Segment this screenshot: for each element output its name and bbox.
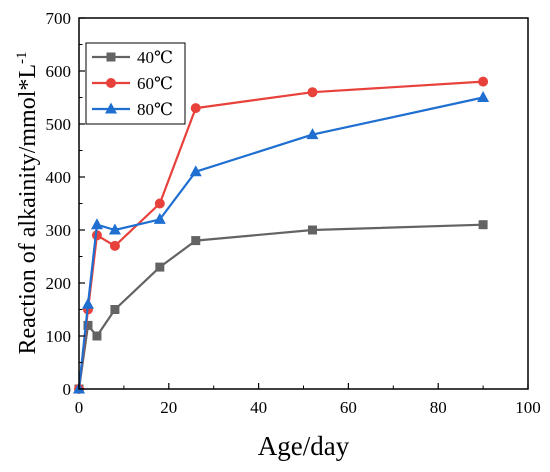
data-point	[477, 91, 490, 102]
x-tick-label: 40	[250, 398, 267, 417]
data-point	[155, 262, 165, 272]
y-tick-label: 400	[46, 168, 72, 187]
data-point	[109, 240, 120, 251]
series-line-2	[77, 80, 484, 390]
legend-label: 80℃	[137, 100, 173, 119]
data-point	[189, 165, 202, 177]
x-axis: 0 20 40 60 80 100	[75, 383, 541, 417]
y-axis: 0 100 200 300 400 500 600 700	[46, 9, 85, 399]
data-point	[154, 198, 165, 209]
y-tick-label: 700	[46, 9, 72, 28]
data-point	[190, 103, 201, 114]
x-tick-label: 80	[430, 398, 447, 417]
x-tick-label: 0	[75, 398, 84, 417]
data-point	[307, 225, 317, 235]
data-point	[90, 218, 103, 230]
x-tick-label: 60	[340, 398, 357, 417]
x-tick-label: 100	[515, 398, 541, 417]
legend-marker	[105, 102, 117, 114]
y-tick-label: 100	[46, 327, 72, 346]
legend-label: 40℃	[137, 48, 173, 67]
series-layer	[73, 76, 490, 394]
data-point	[83, 320, 93, 330]
y-tick-label: 300	[46, 221, 72, 240]
data-point	[108, 223, 121, 235]
series-line-3	[77, 96, 484, 390]
legend-label: 60℃	[137, 74, 173, 93]
legend: 40℃ 60℃ 80℃	[85, 42, 186, 125]
data-point	[478, 220, 488, 230]
data-point	[153, 212, 166, 224]
y-tick-label: 200	[46, 274, 72, 293]
legend-marker	[106, 78, 116, 88]
data-point	[92, 331, 102, 341]
data-point	[306, 128, 319, 140]
data-point	[81, 297, 94, 309]
x-axis-title: Age/day	[258, 431, 350, 461]
y-axis-title-superscript: -1	[14, 51, 30, 64]
data-point	[191, 236, 201, 246]
y-tick-label: 600	[46, 62, 72, 81]
y-axis-title-text: Reaction of alkainity/mmol*L	[15, 64, 41, 355]
data-point	[110, 305, 120, 314]
y-axis-title: Reaction of alkainity/mmol*L-1	[14, 51, 41, 354]
legend-marker	[106, 52, 116, 62]
data-point	[307, 87, 318, 98]
series-line-1	[77, 223, 484, 390]
y-tick-label: 500	[46, 115, 72, 134]
data-point	[478, 76, 489, 87]
y-tick-label: 0	[63, 380, 72, 399]
x-tick-label: 20	[160, 398, 177, 417]
